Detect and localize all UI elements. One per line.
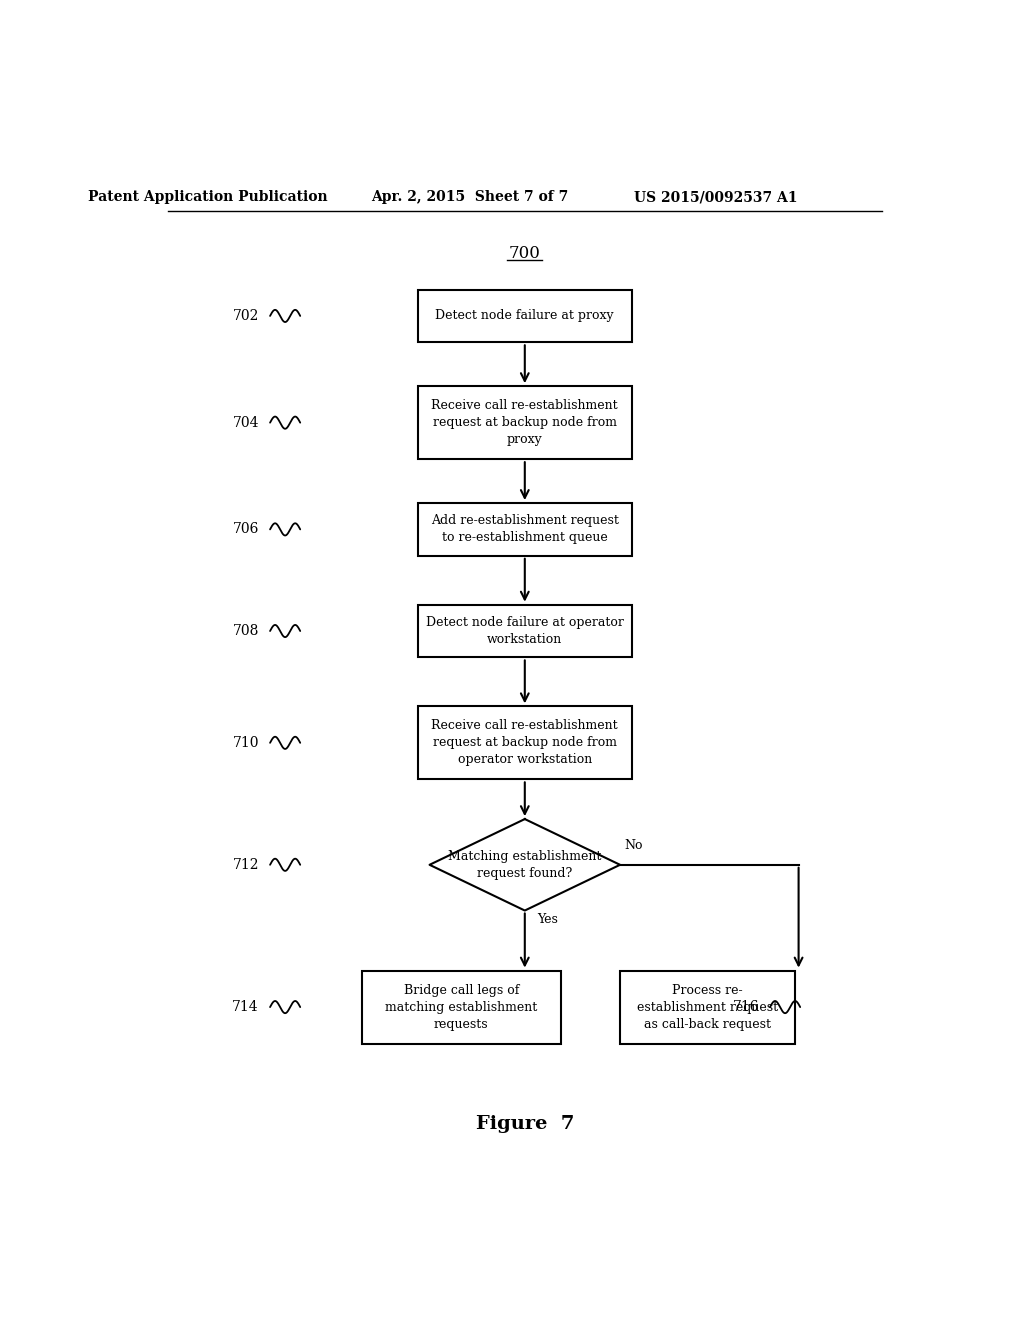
Text: 700: 700 xyxy=(509,246,541,263)
Text: 704: 704 xyxy=(232,416,259,430)
Polygon shape xyxy=(430,818,620,911)
FancyBboxPatch shape xyxy=(362,970,560,1044)
FancyBboxPatch shape xyxy=(418,706,632,779)
Text: Figure  7: Figure 7 xyxy=(475,1115,574,1133)
FancyBboxPatch shape xyxy=(418,289,632,342)
Text: Receive call re-establishment
request at backup node from
proxy: Receive call re-establishment request at… xyxy=(431,399,618,446)
FancyBboxPatch shape xyxy=(418,385,632,459)
FancyBboxPatch shape xyxy=(418,605,632,657)
Text: Add re-establishment request
to re-establishment queue: Add re-establishment request to re-estab… xyxy=(431,515,618,544)
Text: 716: 716 xyxy=(732,1001,759,1014)
Text: US 2015/0092537 A1: US 2015/0092537 A1 xyxy=(634,190,797,205)
Text: Receive call re-establishment
request at backup node from
operator workstation: Receive call re-establishment request at… xyxy=(431,719,618,767)
FancyBboxPatch shape xyxy=(620,970,795,1044)
FancyBboxPatch shape xyxy=(418,503,632,556)
Text: 712: 712 xyxy=(232,858,259,871)
Text: No: No xyxy=(624,838,642,851)
Text: 706: 706 xyxy=(232,523,259,536)
Text: Yes: Yes xyxy=(537,912,558,925)
Text: Apr. 2, 2015  Sheet 7 of 7: Apr. 2, 2015 Sheet 7 of 7 xyxy=(371,190,568,205)
Text: 710: 710 xyxy=(232,735,259,750)
Text: Process re-
establishment request
as call-back request: Process re- establishment request as cal… xyxy=(637,983,778,1031)
Text: Bridge call legs of
matching establishment
requests: Bridge call legs of matching establishme… xyxy=(385,983,538,1031)
Text: Detect node failure at proxy: Detect node failure at proxy xyxy=(435,309,614,322)
Text: 714: 714 xyxy=(232,1001,259,1014)
Text: 702: 702 xyxy=(232,309,259,323)
Text: Matching establishment
request found?: Matching establishment request found? xyxy=(449,850,601,880)
Text: Detect node failure at operator
workstation: Detect node failure at operator workstat… xyxy=(426,616,624,645)
Text: Patent Application Publication: Patent Application Publication xyxy=(87,190,328,205)
Text: 708: 708 xyxy=(232,624,259,638)
